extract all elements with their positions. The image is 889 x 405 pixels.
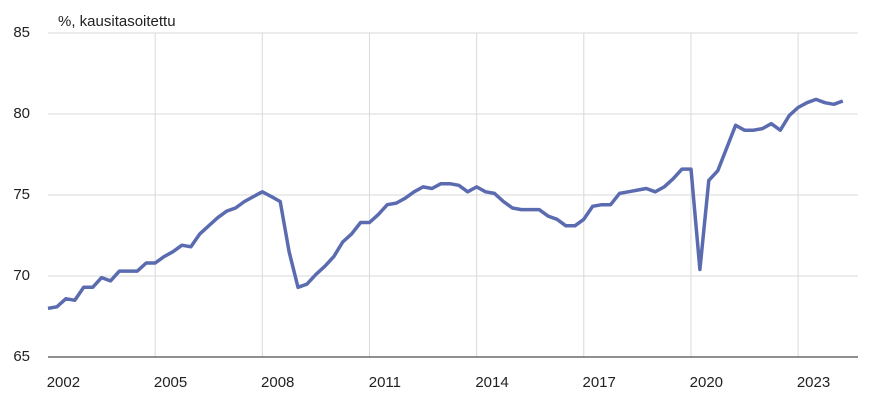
y-tick-label: 80	[13, 105, 30, 122]
data-line	[47, 97, 844, 311]
y-tick-label: 75	[13, 186, 30, 203]
x-tick-label: 2017	[583, 374, 616, 391]
y-axis-label: %, kausitasoitettu	[58, 13, 176, 30]
x-tick-label: 2023	[797, 374, 830, 391]
x-tick-label: 2002	[47, 374, 80, 391]
y-tick-label: 65	[13, 348, 30, 365]
x-tick-label: 2005	[154, 374, 187, 391]
x-tick-label: 2011	[369, 374, 401, 391]
x-tick-label: 2008	[261, 374, 294, 391]
x-tick-label: 2020	[690, 374, 723, 391]
y-tick-label: 85	[13, 24, 30, 41]
y-tick-label: 70	[13, 267, 30, 284]
x-tick-label: 2014	[475, 374, 508, 391]
